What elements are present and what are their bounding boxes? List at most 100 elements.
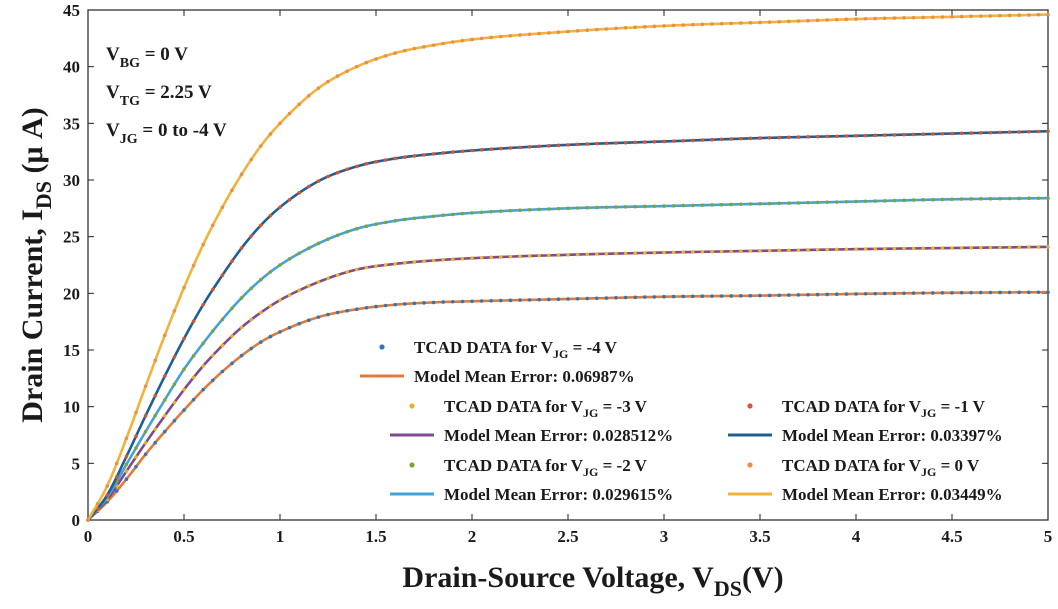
tcad-data-point	[268, 304, 273, 308]
tcad-data-point	[739, 249, 743, 253]
tcad-data-point	[479, 148, 484, 152]
tcad-data-point	[268, 213, 273, 218]
tcad-data-point	[489, 35, 494, 40]
tcad-data-point	[403, 48, 407, 53]
tcad-data-point	[355, 267, 359, 272]
tcad-data-point	[403, 302, 407, 306]
tcad-data-point	[201, 242, 205, 247]
tcad-data-point	[633, 251, 637, 255]
tcad-data-point	[518, 208, 522, 213]
tcad-data-point	[815, 134, 820, 139]
tcad-data-point	[355, 307, 359, 312]
tcad-data-point	[163, 413, 167, 418]
tcad-data-point	[345, 69, 350, 73]
x-tick-label: 1.5	[365, 527, 386, 546]
tcad-data-point	[374, 222, 378, 226]
tcad-data-point	[441, 151, 446, 155]
tcad-data-point	[527, 298, 532, 302]
tcad-data-point	[854, 247, 858, 251]
tcad-data-point	[729, 202, 733, 207]
legend-label-text: Model Mean Error: 0.03397%	[782, 426, 1003, 445]
series-vjg-minus1V	[86, 129, 1050, 522]
tcad-data-point	[201, 341, 205, 346]
tcad-data-point	[1017, 290, 1021, 295]
legend-label-pre: TCAD DATA for V	[414, 338, 554, 357]
tcad-data-point	[287, 111, 292, 116]
tcad-data-point	[460, 38, 465, 43]
y-tick-label: 5	[72, 454, 81, 473]
tcad-data-point	[863, 291, 868, 296]
tcad-data-point	[182, 285, 186, 290]
tcad-data-point	[940, 131, 945, 136]
tcad-data-point	[182, 408, 186, 412]
tcad-data-point	[278, 121, 282, 126]
tcad-data-point	[307, 184, 311, 189]
tcad-data-point	[403, 217, 407, 222]
tcad-data-point	[278, 263, 282, 267]
tcad-data-point	[623, 295, 628, 300]
tcad-data-point	[182, 336, 186, 341]
tcad-data-point	[844, 17, 849, 22]
tcad-data-point	[902, 198, 906, 203]
tcad-data-point	[191, 319, 196, 323]
tcad-data-point	[249, 286, 253, 291]
tcad-data-point	[499, 255, 503, 259]
tcad-data-point	[345, 270, 350, 274]
y-tick-label: 35	[63, 114, 80, 133]
y-tick-label: 10	[63, 398, 80, 417]
tcad-data-point	[316, 315, 321, 319]
tcad-data-point	[143, 429, 148, 434]
annotation-text: VJG = 0 to -4 V	[106, 120, 227, 147]
tcad-data-point	[787, 248, 791, 253]
x-tick-label: 2.5	[557, 527, 578, 546]
tcad-data-point	[249, 317, 253, 322]
tcad-data-point	[787, 293, 791, 297]
tcad-data-point	[854, 199, 858, 204]
tcad-data-point	[278, 205, 282, 209]
tcad-data-point	[508, 298, 513, 303]
tcad-data-point	[537, 297, 541, 302]
tcad-data-point	[806, 248, 810, 252]
legend-label-post: = -3 V	[598, 397, 647, 416]
tcad-data-point	[892, 291, 897, 296]
tcad-data-point	[806, 200, 810, 205]
tcad-data-point	[268, 270, 273, 274]
tcad-data-point	[230, 361, 234, 366]
x-tick-label: 4	[852, 527, 861, 546]
tcad-data-point	[143, 441, 148, 445]
tcad-data-point	[796, 135, 801, 139]
tcad-data-point	[374, 57, 378, 61]
tcad-data-point	[959, 290, 964, 295]
tcad-data-point	[422, 301, 426, 305]
tcad-data-point	[460, 149, 465, 154]
tcad-data-point	[719, 202, 724, 207]
tcad-data-point	[566, 253, 570, 257]
tcad-data-point	[671, 250, 676, 255]
tcad-data-point	[383, 303, 388, 308]
tcad-data-point	[787, 19, 791, 24]
tcad-data-point	[719, 137, 724, 142]
tcad-data-point	[431, 43, 436, 47]
tcad-data-point	[326, 174, 330, 179]
tcad-data-point	[729, 249, 733, 254]
tcad-data-point	[249, 346, 253, 351]
legend-label: TCAD DATA for VJG = -1 V	[782, 397, 986, 420]
tcad-data-point	[758, 136, 762, 140]
tcad-data-point	[211, 287, 215, 292]
tcad-data-point	[835, 17, 839, 22]
tcad-data-point	[153, 427, 157, 431]
legend-label-sub: JG	[583, 406, 598, 420]
legend-marker	[409, 462, 415, 468]
tcad-data-point	[950, 197, 954, 202]
annotation-text: VTG = 2.25 V	[106, 82, 212, 109]
tcad-data-point	[969, 197, 973, 201]
tcad-data-point	[556, 253, 561, 257]
tcad-data-point	[268, 132, 273, 136]
tcad-data-point	[681, 138, 685, 143]
legend-item: Model Mean Error: 0.03397%	[728, 426, 1003, 445]
tcad-data-point	[518, 145, 522, 150]
tcad-data-point	[729, 137, 733, 141]
legend-label-text: Model Mean Error: 0.028512%	[444, 426, 673, 445]
tcad-data-point	[278, 330, 282, 334]
tcad-data-point	[201, 387, 205, 392]
